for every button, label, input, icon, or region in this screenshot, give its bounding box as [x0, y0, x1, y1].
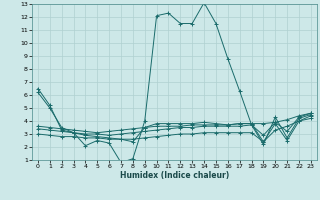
X-axis label: Humidex (Indice chaleur): Humidex (Indice chaleur) [120, 171, 229, 180]
